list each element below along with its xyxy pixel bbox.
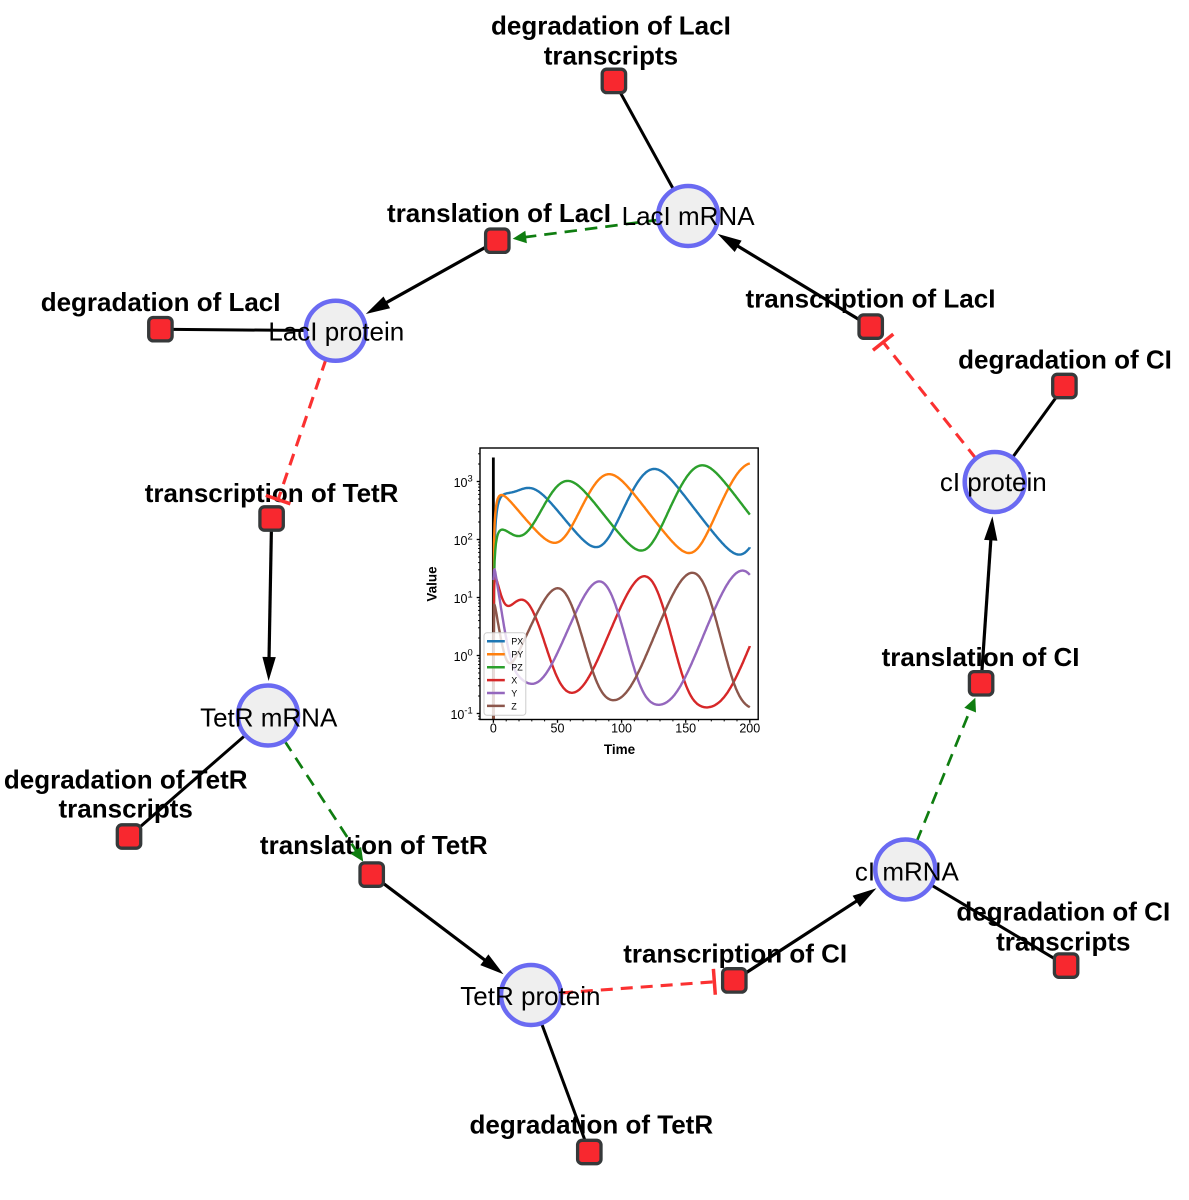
svg-text:PX: PX	[511, 637, 523, 647]
svg-text:transcripts: transcripts	[996, 927, 1130, 957]
svg-text:Time: Time	[604, 742, 636, 757]
svg-text:transcription of TetR: transcription of TetR	[145, 478, 399, 508]
svg-text:PY: PY	[511, 650, 523, 660]
svg-text:LacI mRNA: LacI mRNA	[622, 201, 756, 231]
svg-text:LacI protein: LacI protein	[268, 317, 404, 347]
svg-text:degradation of LacI: degradation of LacI	[41, 287, 281, 317]
svg-text:TetR mRNA: TetR mRNA	[200, 702, 338, 732]
svg-text:transcripts: transcripts	[544, 40, 678, 70]
svg-text:X: X	[511, 676, 517, 686]
svg-text:degradation of LacI: degradation of LacI	[491, 10, 731, 40]
svg-text:degradation of CI: degradation of CI	[956, 897, 1170, 927]
svg-text:Z: Z	[511, 701, 517, 711]
svg-text:50: 50	[551, 722, 565, 736]
svg-text:100: 100	[611, 722, 632, 736]
svg-text:0: 0	[490, 722, 497, 736]
svg-text:cI mRNA: cI mRNA	[855, 857, 960, 887]
svg-text:transcription of CI: transcription of CI	[623, 939, 847, 969]
svg-text:Y: Y	[511, 688, 517, 698]
svg-text:translation of TetR: translation of TetR	[260, 830, 488, 860]
svg-text:Value: Value	[425, 566, 440, 602]
svg-text:PZ: PZ	[511, 663, 523, 673]
svg-text:translation of LacI: translation of LacI	[387, 198, 611, 228]
svg-text:transcription of LacI: transcription of LacI	[746, 284, 996, 314]
svg-text:cI protein: cI protein	[940, 467, 1047, 497]
svg-text:degradation of CI: degradation of CI	[958, 345, 1172, 375]
svg-text:degradation of TetR: degradation of TetR	[4, 764, 248, 794]
svg-text:TetR protein: TetR protein	[460, 981, 600, 1011]
svg-text:200: 200	[739, 722, 760, 736]
svg-text:150: 150	[675, 722, 696, 736]
svg-text:degradation of TetR: degradation of TetR	[469, 1110, 713, 1140]
